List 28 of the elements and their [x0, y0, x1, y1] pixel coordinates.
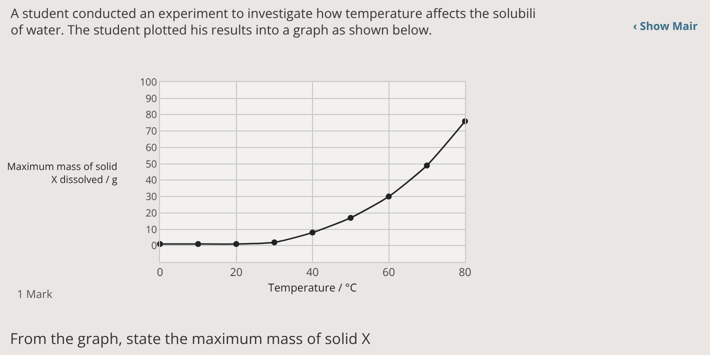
- point: [271, 239, 278, 246]
- x-tick-label: 40: [306, 265, 319, 280]
- x-tick-label: 20: [230, 265, 243, 280]
- point: [424, 162, 430, 168]
- chart-title: A student conducted an experiment to investigate how temperature affects the solubili of water. The student plotted his results into a graph as shown below.: [10, 4, 536, 39]
- x-tick-label: 80: [458, 265, 472, 280]
- text: 1 Mark: [17, 287, 53, 302]
- text: ‹ Show Mair: [633, 19, 698, 34]
- x-tick-label: 60: [382, 265, 396, 280]
- x-axis-title: Temperature / °C: [268, 280, 357, 296]
- text: From the graph, state the maximum mass of solid X: [10, 329, 371, 349]
- y-tick-label: 80: [146, 107, 158, 122]
- y-tick-label: 100: [140, 74, 158, 88]
- y-tick-label: 30: [146, 189, 158, 204]
- y-tick-label: 90: [146, 90, 158, 105]
- y-tick-label: 50: [146, 156, 158, 170]
- y-tick-label: 40: [146, 172, 158, 187]
- point: [233, 241, 240, 247]
- point: [310, 230, 316, 236]
- y-tick-label: 20: [146, 205, 158, 220]
- point: [195, 241, 202, 247]
- y-tick-label: 70: [146, 124, 158, 138]
- point: [348, 214, 354, 221]
- y-tick-label: 0: [151, 238, 158, 252]
- y-tick-label: 10: [146, 222, 158, 236]
- point: [386, 194, 392, 200]
- y-axis-title: Maximum mass of solid X dissolved / g: [7, 159, 118, 186]
- y-tick-label: 60: [146, 140, 158, 154]
